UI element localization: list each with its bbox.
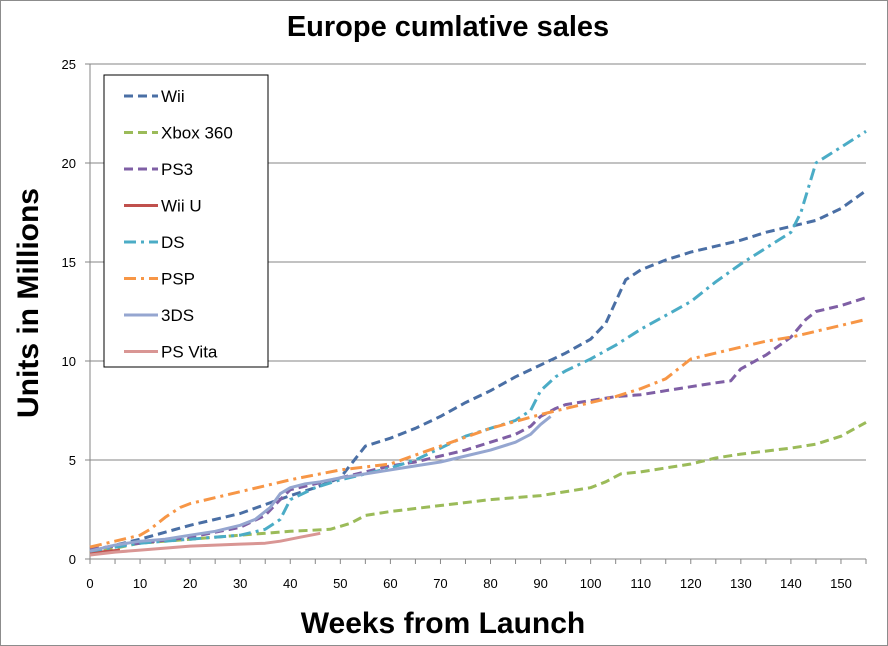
x-tick-label: 30 [233,576,247,591]
x-tick-label: 80 [483,576,497,591]
series-layer [89,130,867,557]
legend-box [103,74,269,368]
x-tick-label: 0 [86,576,93,591]
y-tick-label: 15 [62,255,76,270]
x-tick-label: 140 [780,576,802,591]
x-tick-label: 120 [680,576,702,591]
legend-label: 3DS [161,306,194,325]
x-tick-label: 50 [333,576,347,591]
y-tick-label: 10 [62,354,76,369]
legend-label: Wii U [161,197,202,216]
x-tick-label: 130 [730,576,752,591]
x-tick-label: 70 [433,576,447,591]
y-axis-title: Units in Millions [12,188,45,418]
x-axis-title: Weeks from Launch [301,607,586,640]
legend-label: DS [161,233,185,252]
series-line-3ds [89,415,552,553]
x-tick-label: 60 [383,576,397,591]
legend-label: PSP [161,270,195,289]
chart-title: Europe cumlative sales [287,11,609,43]
series-line-ps-vita [89,531,321,557]
x-tick-label: 150 [830,576,852,591]
x-tick-label: 20 [183,576,197,591]
y-tick-label: 25 [62,57,76,72]
y-tick-label: 5 [69,453,76,468]
series-line-psp [89,317,867,549]
legend-label: PS3 [161,160,193,179]
legend-label: Wii [161,87,185,106]
series-line-ds [89,130,867,553]
legend-label: PS Vita [161,343,218,362]
series-line-xbox-360 [89,421,867,555]
y-tick-label: 20 [62,156,76,171]
axes: 0 5 10 15 20 25 0 10 20 30 40 50 60 70 80 90 100 110 120 13… [62,57,867,591]
y-tick-label: 0 [69,552,76,567]
x-tick-label: 90 [533,576,547,591]
series-line-wii [89,189,867,553]
series-line-ps3 [89,296,867,551]
x-tick-label: 40 [283,576,297,591]
x-tick-label: 100 [580,576,602,591]
x-tick-label: 110 [630,576,651,591]
legend-label: Xbox 360 [161,124,233,143]
legend: Wii Xbox 360 PS3 Wii U DS PSP 3DS PS Vita [103,74,269,368]
x-tick-label: 10 [133,576,147,591]
